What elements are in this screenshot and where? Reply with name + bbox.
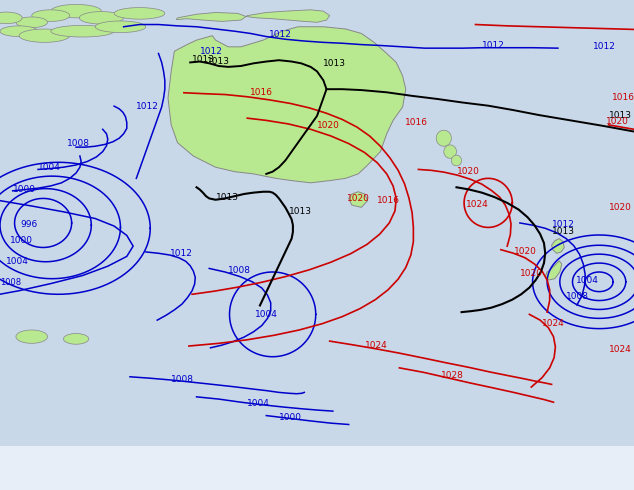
Polygon shape: [95, 21, 146, 32]
Polygon shape: [16, 17, 48, 27]
Text: 1012: 1012: [170, 249, 193, 258]
Text: ©weatheronline.co.uk: ©weatheronline.co.uk: [500, 477, 624, 487]
Text: 1004: 1004: [255, 310, 278, 318]
Text: 1020: 1020: [609, 202, 631, 212]
Polygon shape: [451, 155, 462, 166]
Text: Surface pressure [hPa] ECMWF: Surface pressure [hPa] ECMWF: [6, 457, 206, 470]
Text: 1008: 1008: [171, 375, 194, 384]
Polygon shape: [0, 12, 22, 24]
Polygon shape: [246, 10, 330, 22]
Text: 1020: 1020: [514, 247, 536, 256]
Text: 1004: 1004: [6, 257, 29, 266]
Text: 1016: 1016: [404, 118, 427, 127]
Text: 1020: 1020: [347, 194, 370, 203]
Text: 1008: 1008: [0, 278, 21, 287]
Polygon shape: [63, 334, 89, 344]
Text: 1013: 1013: [323, 59, 346, 68]
Polygon shape: [0, 26, 38, 37]
Text: 1013: 1013: [216, 193, 238, 202]
Text: 1004: 1004: [576, 276, 598, 285]
Text: 1016: 1016: [377, 196, 400, 205]
Polygon shape: [19, 29, 70, 42]
Polygon shape: [552, 239, 564, 253]
Text: 1016: 1016: [250, 88, 273, 97]
Polygon shape: [114, 7, 165, 19]
Text: 1013: 1013: [192, 54, 215, 64]
Text: 1008: 1008: [566, 292, 588, 301]
Polygon shape: [545, 261, 562, 280]
Text: 1012: 1012: [593, 42, 616, 51]
Polygon shape: [444, 145, 456, 158]
Polygon shape: [32, 10, 70, 22]
Polygon shape: [349, 192, 368, 207]
Text: 1012: 1012: [136, 102, 159, 111]
Polygon shape: [168, 27, 406, 183]
Text: 1013: 1013: [207, 57, 230, 66]
Text: We 26-06-2024 12:00 UTC (00+156): We 26-06-2024 12:00 UTC (00+156): [396, 455, 624, 468]
Polygon shape: [436, 130, 451, 146]
Text: 1000: 1000: [279, 413, 302, 422]
Text: 1008: 1008: [228, 266, 251, 275]
Text: 1000: 1000: [13, 185, 36, 194]
Text: 1016: 1016: [612, 93, 634, 102]
Text: 1013: 1013: [288, 207, 311, 216]
Text: 1024: 1024: [466, 200, 489, 209]
Text: 1020: 1020: [317, 122, 340, 130]
Polygon shape: [79, 12, 124, 24]
Polygon shape: [16, 330, 48, 343]
Text: 1012: 1012: [269, 29, 292, 39]
Text: 1000: 1000: [10, 236, 32, 245]
Text: 1013: 1013: [609, 111, 631, 120]
Text: 1024: 1024: [365, 341, 387, 350]
Text: 1028: 1028: [441, 371, 463, 380]
Text: 996: 996: [20, 220, 37, 228]
Text: 1024: 1024: [542, 319, 565, 328]
Polygon shape: [51, 25, 114, 37]
Text: 1020: 1020: [520, 270, 543, 278]
Text: 1012: 1012: [482, 41, 505, 50]
Text: 1012: 1012: [552, 220, 574, 229]
Text: 1008: 1008: [67, 139, 89, 148]
Text: 1013: 1013: [552, 227, 574, 236]
Text: 1020: 1020: [456, 167, 479, 176]
Text: 1024: 1024: [609, 345, 631, 354]
Polygon shape: [176, 12, 246, 22]
Text: 1004: 1004: [247, 399, 270, 408]
Text: 1012: 1012: [200, 47, 223, 55]
Text: 1020: 1020: [605, 117, 628, 126]
Text: 1004: 1004: [38, 163, 61, 172]
Polygon shape: [51, 4, 101, 18]
